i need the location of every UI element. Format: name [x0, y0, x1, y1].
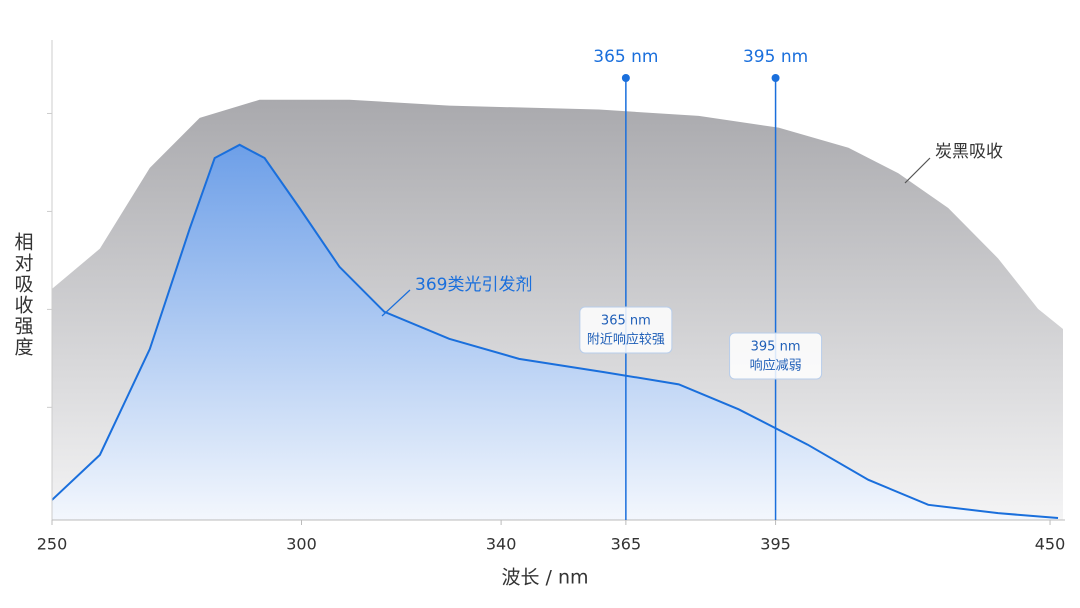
series-area — [52, 144, 1059, 520]
x-tick-label: 365 — [611, 535, 642, 554]
marker-label: 365 nm — [593, 47, 658, 67]
series-label: 炭黑吸收 — [935, 142, 1003, 162]
x-tick-label: 340 — [486, 535, 517, 554]
x-tick-label: 450 — [1035, 535, 1066, 554]
marker-note: 365 nm — [601, 314, 651, 329]
x-axis-title: 波长 / nm — [501, 567, 588, 589]
label-leader — [904, 157, 931, 184]
x-tick-label: 250 — [37, 535, 68, 554]
y-axis-title: 相对吸收强度 — [12, 232, 34, 358]
label-leader — [381, 289, 411, 317]
series-line — [51, 143, 1059, 520]
marker-note-box — [579, 306, 673, 354]
marker-dot — [621, 74, 630, 82]
marker-label: 395 nm — [743, 47, 808, 67]
marker-note: 395 nm — [751, 340, 801, 355]
marker-dot — [771, 74, 780, 82]
marker-note: 响应减弱 — [750, 358, 802, 374]
marker-note: 附近响应较强 — [587, 332, 665, 348]
series-label: 369类光引发剂 — [415, 275, 532, 295]
x-tick-label: 395 — [760, 535, 791, 554]
marker-note-box — [729, 332, 823, 380]
x-tick-label: 300 — [286, 535, 317, 554]
